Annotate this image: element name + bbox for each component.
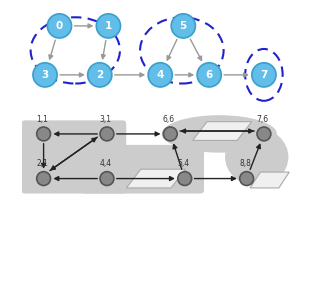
Polygon shape [126,169,186,188]
Circle shape [257,127,271,141]
Text: 6: 6 [206,70,213,80]
Text: 5,4: 5,4 [177,159,189,168]
Circle shape [47,14,71,38]
Polygon shape [193,122,252,140]
Circle shape [37,127,50,141]
Text: 3: 3 [42,70,49,80]
Circle shape [148,63,172,87]
Text: 4,4: 4,4 [100,159,112,168]
Text: 2,1: 2,1 [36,159,48,168]
FancyBboxPatch shape [82,145,204,194]
Circle shape [171,14,195,38]
Circle shape [197,63,221,87]
Circle shape [37,172,50,185]
Text: 0: 0 [56,21,63,31]
Text: 6,6: 6,6 [163,115,175,124]
Text: 2: 2 [96,70,103,80]
Circle shape [178,172,192,185]
Circle shape [240,172,254,185]
Circle shape [88,63,112,87]
Circle shape [100,172,114,185]
Text: 4: 4 [157,70,164,80]
Text: 8,8: 8,8 [239,159,251,168]
Circle shape [100,127,114,141]
Circle shape [33,63,57,87]
FancyBboxPatch shape [22,120,126,194]
Text: 3,1: 3,1 [100,115,112,124]
Ellipse shape [225,128,289,186]
Text: 1: 1 [105,21,112,31]
Text: 7,6: 7,6 [256,115,269,124]
Polygon shape [250,172,289,188]
Circle shape [252,63,276,87]
Circle shape [96,14,121,38]
Circle shape [163,127,177,141]
Text: 7: 7 [260,70,268,80]
Text: 1,1: 1,1 [36,115,48,124]
Text: 5: 5 [180,21,187,31]
Ellipse shape [162,115,277,153]
